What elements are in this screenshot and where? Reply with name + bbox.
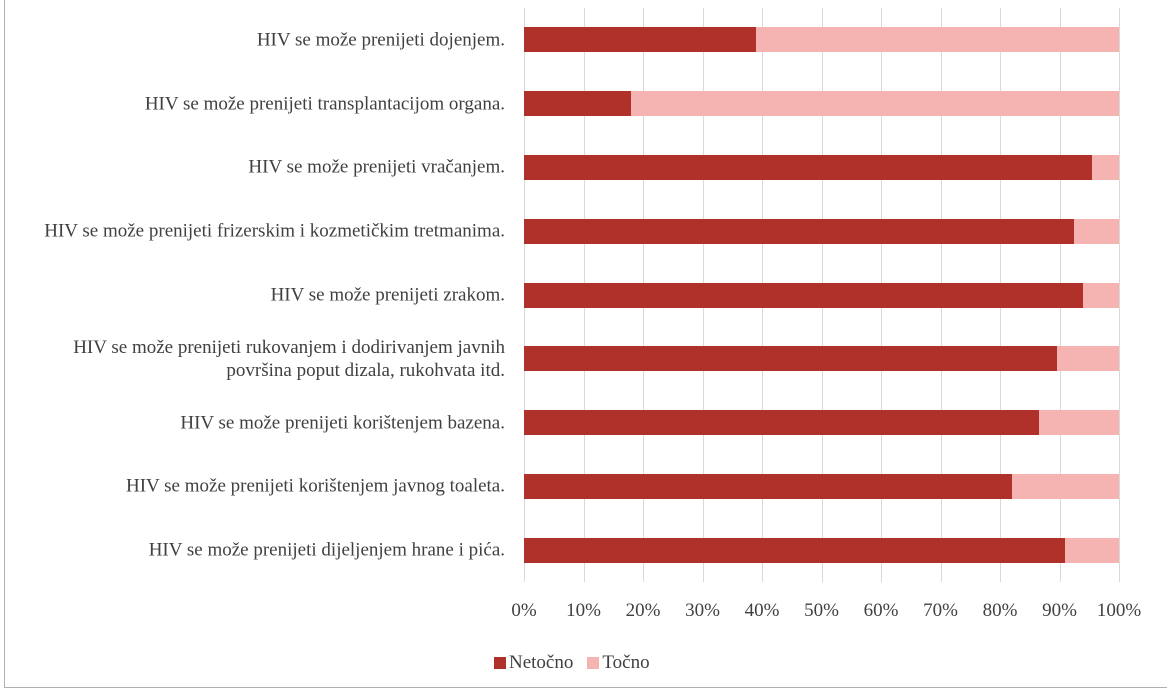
legend-label: Netočno [509, 652, 574, 673]
category-label: HIV se može prenijeti dijeljenjem hrane … [148, 539, 505, 561]
category-label: HIV se može prenijeti frizerskim i kozme… [44, 220, 505, 242]
legend-swatch [494, 657, 506, 669]
bar [1038, 410, 1119, 436]
x-tick-label: 90% [1042, 600, 1077, 621]
category-label: HIV se može prenijeti korištenjem javnog… [125, 475, 505, 497]
x-tick-label: 60% [863, 600, 899, 621]
category-label: HIV se može prenijeti vračanjem. [248, 156, 505, 178]
legend-item: Netočno [494, 652, 573, 674]
category-label: HIV se može prenijeti korištenjem bazena… [180, 412, 505, 434]
bar [524, 91, 632, 117]
bar [1056, 346, 1119, 372]
bar [524, 154, 1093, 180]
category-label: HIV se može prenijeti dojenjem. [256, 29, 505, 51]
bar [524, 282, 1084, 308]
legend-swatch [587, 657, 600, 669]
bar [524, 218, 1075, 244]
bar [1083, 282, 1119, 308]
category-label: HIV se može prenijeti rukovanjem i dodir… [73, 336, 505, 381]
grid-line [1119, 8, 1120, 582]
bar [631, 91, 1119, 117]
x-tick-label: 10% [566, 600, 601, 621]
legend-label: Točno [602, 652, 650, 673]
x-tick-label: 70% [923, 600, 958, 621]
x-tick-label: 30% [685, 600, 720, 621]
x-tick-label: 80% [982, 600, 1018, 621]
x-tick-label: 40% [744, 600, 780, 621]
bar [1065, 537, 1119, 563]
x-tick-label: 20% [625, 600, 661, 621]
bar [524, 346, 1057, 372]
frame [4, 0, 1167, 688]
category-label: HIV se može prenijeti transplantacijom o… [144, 93, 505, 115]
x-tick-label: 100% [1096, 600, 1142, 621]
bar [1011, 473, 1119, 499]
category-label: HIV se može prenijeti zrakom. [270, 284, 505, 306]
legend-item: Točno [587, 652, 650, 674]
bar [524, 27, 757, 53]
bar [524, 473, 1012, 499]
x-tick-label: 50% [804, 600, 839, 621]
x-tick-label: 0% [511, 600, 537, 621]
bar [524, 410, 1039, 436]
bar [756, 27, 1119, 53]
bar [524, 537, 1066, 563]
bar [1092, 154, 1119, 180]
bar [1074, 218, 1119, 244]
